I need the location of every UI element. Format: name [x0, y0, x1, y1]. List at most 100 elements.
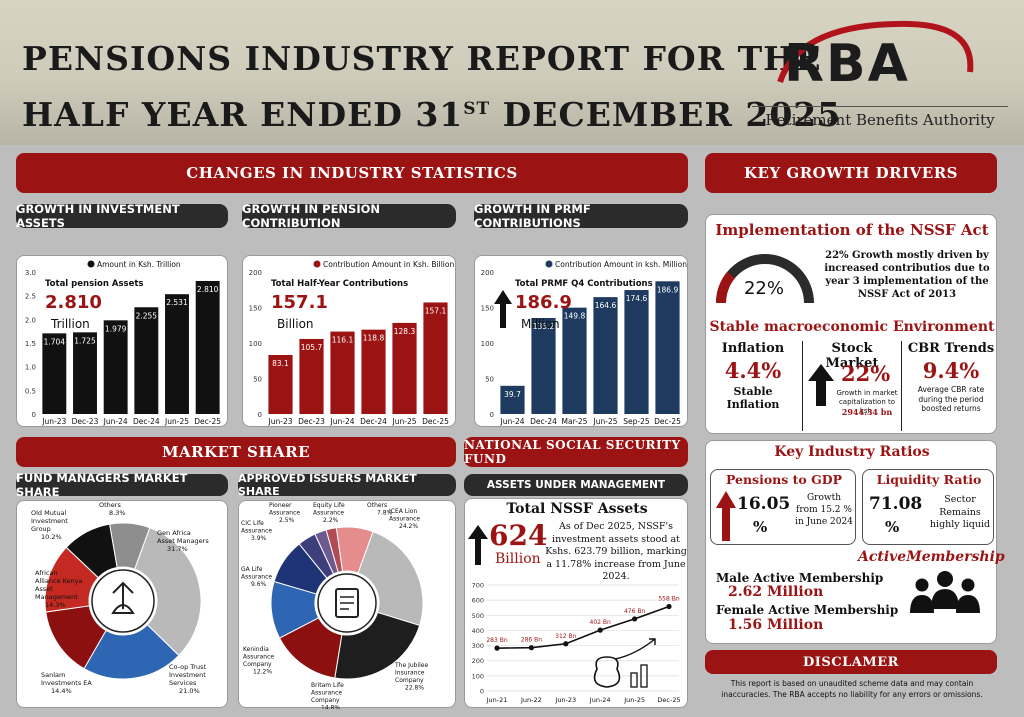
x-tick-label: Dec-24	[133, 417, 160, 426]
slice-label: Company	[243, 661, 272, 668]
x-tick-label: Dec-24	[360, 417, 387, 426]
y-tick-label: 0.5	[25, 387, 36, 395]
data-label: 286 Bn	[521, 637, 542, 644]
liquidity-percent: %	[885, 518, 900, 536]
y-tick-label: 200	[249, 269, 262, 277]
money-bag-icon	[593, 656, 621, 688]
slice-label: Alliance Kenya	[35, 577, 83, 585]
slice-pct-label: 8.3%	[109, 509, 126, 517]
gdp-box: Pensions to GDP 16.05 % Growth from 15.2…	[710, 469, 856, 545]
cbr-description: Average CBR rate during the period boost…	[917, 385, 985, 413]
y-tick-label: 50	[485, 376, 494, 384]
bar-value-label: 2.810	[197, 285, 219, 294]
x-tick-label: Dec-23	[72, 417, 99, 426]
section-nssf: NATIONAL SOCIAL SECURITY FUND	[464, 437, 688, 467]
slice-label: The Jubilee	[394, 662, 428, 669]
y-tick-label: 0	[480, 688, 484, 696]
slice-label: Services	[169, 679, 197, 687]
x-tick-label: Jun-25	[392, 417, 417, 426]
bar	[531, 318, 556, 414]
x-tick-label: Jun-25	[593, 417, 618, 426]
slice-pct-label: 9.6%	[251, 581, 267, 588]
bar-chart-assets: 0 0.5 1.0 1.5 2.0 2.5 3.0 1.704 Jun-23 1.725 Dec-2…	[25, 260, 221, 426]
contract-lines	[340, 596, 354, 610]
liquidity-value: 71.08	[869, 494, 923, 514]
cbr-label: CBR Trends	[907, 341, 995, 356]
bar-value-label: 118.8	[363, 334, 385, 343]
nssf-act-title: Implementation of the NSSF Act	[715, 221, 989, 239]
liquidity-title: Liquidity Ratio	[876, 472, 982, 487]
inflation-value: 4.4%	[724, 358, 782, 383]
slice-label: GA Life	[241, 566, 263, 573]
slice-label: Assurance	[243, 654, 274, 661]
slice-pct-label: 2.2%	[323, 517, 339, 524]
growth-bar-icon	[630, 672, 638, 688]
pie-slice	[335, 526, 374, 574]
bar	[299, 338, 324, 414]
callout-title: Total Half-Year Contributions	[271, 279, 408, 289]
slice-label: Britam Life	[311, 682, 344, 689]
cbr-value: 9.4%	[922, 358, 980, 383]
y-tick-label: 700	[472, 582, 484, 590]
y-tick-label: 2.0	[25, 316, 36, 324]
y-tick-label: 0	[32, 411, 36, 419]
slice-pct-label: 14.4%	[51, 687, 72, 695]
y-tick-label: 150	[481, 305, 494, 313]
bar	[195, 280, 220, 414]
x-tick-label: Sep-25	[623, 417, 650, 426]
series-line	[496, 605, 670, 649]
gdp-title: Pensions to GDP	[725, 472, 843, 487]
y-tick-label: 300	[472, 642, 484, 650]
x-tick-label: Jun-23	[554, 696, 576, 704]
slice-pct-label: 14.8%	[321, 705, 340, 710]
data-label: 558 Bn	[658, 596, 679, 603]
pill-growth-assets: GROWTH IN INVESTMENT ASSETS	[16, 202, 228, 230]
slice-label: African	[35, 569, 58, 577]
x-tick-label: Mar-25	[562, 417, 588, 426]
bar	[268, 354, 293, 414]
chart-card-assets: 0 0.5 1.0 1.5 2.0 2.5 3.0 1.704 Jun-23 1.725 Dec-2…	[16, 255, 228, 427]
slice-label: Company	[311, 697, 340, 704]
x-tick-label: Jun-25	[623, 696, 645, 704]
slice-label: Kenindia	[243, 646, 269, 653]
slice-pct-label: 3.9%	[251, 535, 267, 542]
bar	[562, 307, 587, 414]
pie-slice	[357, 530, 424, 627]
slice-pct-label: 12.2%	[253, 669, 272, 676]
y-tick-label: 1.0	[25, 364, 36, 372]
bar-value-label: 135.2	[533, 322, 555, 331]
y-tick-label: 1.5	[25, 340, 36, 348]
inflation-block: Inflation 4.4% Stable Inflation	[706, 341, 800, 411]
slice-label: Insurance	[395, 670, 425, 677]
slice-label: Assurance	[311, 690, 342, 697]
x-tick-label: Jun-22	[520, 696, 542, 704]
slice-label: Gen Africa	[157, 529, 191, 537]
bar	[655, 281, 680, 414]
x-tick-label: Jun-24	[500, 417, 525, 426]
slice-label: Assurance	[269, 510, 300, 517]
bar-value-label: 1.704	[44, 337, 66, 346]
bar-value-label: 157.1	[425, 306, 447, 315]
bar	[500, 385, 525, 414]
y-tick-label: 200	[472, 657, 484, 665]
y-tick-label: 0	[490, 411, 494, 419]
x-tick-label: Dec-23	[298, 417, 325, 426]
title-line-2-post: DECEMBER 2025	[490, 95, 842, 134]
callout-value: 157.1	[271, 292, 328, 313]
stock-block: Stock Market 22% Growth in market capita…	[802, 341, 902, 431]
bar	[165, 294, 189, 414]
bar	[624, 290, 649, 414]
callout-value: 186.9	[515, 292, 572, 313]
chart-card-prmf: 0 50 100 150 200 39.7 Jun-24 135.2 Dec-24 149.8 Ma…	[474, 255, 688, 427]
bar-value-label: 1.725	[74, 336, 96, 345]
data-point	[528, 645, 534, 651]
nssf-unit: Billion	[495, 551, 541, 567]
gdp-description: Growth from 15.2 % in June 2024	[795, 493, 853, 527]
inflation-description: Stable Inflation	[726, 385, 780, 411]
bar-value-label: 116.1	[332, 336, 354, 345]
data-point	[632, 616, 638, 622]
slice-pct-label: 2.5%	[279, 517, 295, 524]
callout-value: 2.810	[45, 292, 102, 313]
section-changes: CHANGES IN INDUSTRY STATISTICS	[16, 153, 688, 193]
